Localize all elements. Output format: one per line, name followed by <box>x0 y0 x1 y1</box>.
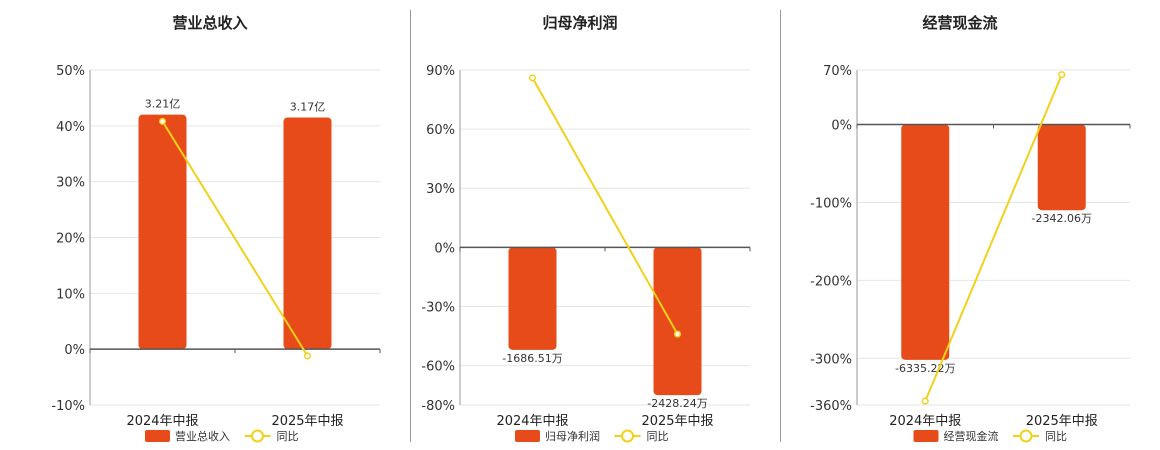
x-tick-label: 2025年中报 <box>641 414 713 429</box>
y-tick-label: -360% <box>810 399 852 414</box>
x-tick-label: 2024年中报 <box>889 414 961 429</box>
bar <box>508 247 557 350</box>
y-tick-label: 30% <box>426 182 455 197</box>
y-tick-label: 40% <box>56 120 85 135</box>
y-tick-label: 90% <box>426 64 455 79</box>
bar <box>283 117 332 350</box>
legend-bar-swatch <box>913 430 939 442</box>
data-label: 3.21亿 <box>145 98 181 111</box>
chart-title: 归母净利润 <box>542 14 617 32</box>
legend-line-marker <box>1019 429 1033 443</box>
y-tick-label: -200% <box>810 274 852 289</box>
x-tick-label: 2024年中报 <box>496 414 568 429</box>
yoy-point <box>1058 71 1066 79</box>
legend-line-label: 同比 <box>277 430 299 443</box>
yoy-point <box>673 330 682 338</box>
x-tick-label: 2024年中报 <box>126 414 198 429</box>
y-tick-label: -30% <box>421 300 455 315</box>
legend-line-marker <box>621 429 634 443</box>
legend-line-label: 同比 <box>1045 430 1067 443</box>
panel-divider <box>410 10 411 442</box>
bar <box>138 114 187 350</box>
y-tick-label: 60% <box>426 123 455 138</box>
bar <box>653 247 702 396</box>
legend-line-label: 同比 <box>647 430 669 443</box>
legend-bar-label: 经营现金流 <box>944 429 999 443</box>
yoy-line <box>161 120 309 357</box>
legend-bar-label: 营业总收入 <box>175 429 230 443</box>
y-tick-label: 20% <box>56 232 85 247</box>
yoy-point <box>158 117 167 125</box>
bar <box>1037 124 1086 211</box>
chart-title: 营业总收入 <box>172 14 247 32</box>
legend-bar-swatch <box>145 430 170 442</box>
yoy-line <box>531 77 679 335</box>
yoy-point <box>528 74 537 82</box>
data-label: 3.17亿 <box>290 100 326 113</box>
y-tick-label: -60% <box>421 360 455 375</box>
yoy-point <box>303 352 312 360</box>
legend-bar-label: 归母净利润 <box>545 429 600 443</box>
y-tick-label: -10% <box>51 399 85 414</box>
panel-divider <box>780 10 781 442</box>
y-tick-label: -300% <box>810 352 852 367</box>
y-tick-label: 30% <box>56 176 85 191</box>
data-label: -1686.51万 <box>502 352 562 365</box>
y-tick-label: 0% <box>64 343 85 358</box>
chart-title: 经营现金流 <box>922 14 997 32</box>
y-tick-label: -80% <box>421 399 455 414</box>
legend-line-marker <box>251 429 264 443</box>
yoy-line <box>924 74 1063 402</box>
y-tick-label: 0% <box>831 119 852 134</box>
x-tick-label: 2025年中报 <box>1026 414 1098 429</box>
y-tick-label: 70% <box>823 64 852 79</box>
x-tick-label: 2025年中报 <box>271 414 343 429</box>
y-tick-label: 50% <box>56 64 85 79</box>
y-tick-label: -100% <box>810 196 852 211</box>
y-tick-label: 0% <box>434 241 455 256</box>
yoy-point <box>921 397 929 405</box>
data-label: -6335.22万 <box>895 362 955 375</box>
legend-bar-swatch <box>515 430 540 442</box>
data-label: -2428.24万 <box>647 397 707 410</box>
y-tick-label: 10% <box>56 287 85 302</box>
data-label: -2342.06万 <box>1032 212 1092 225</box>
bar <box>901 124 950 360</box>
